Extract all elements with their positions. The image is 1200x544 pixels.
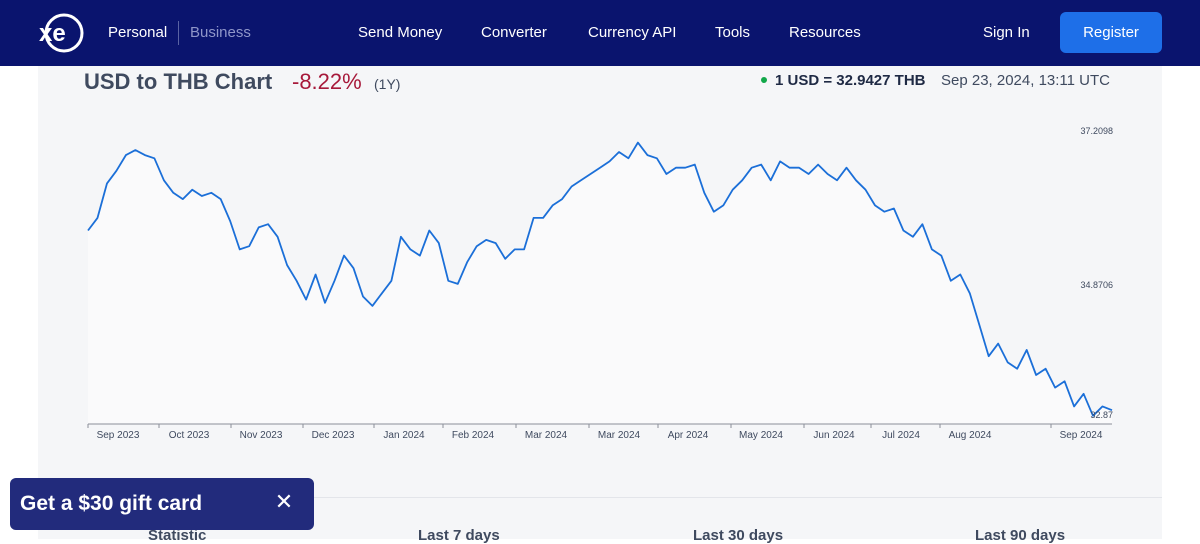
period-label: (1Y) — [374, 76, 401, 92]
segment-divider — [178, 21, 179, 45]
chart-title: USD to THB Chart — [84, 69, 273, 94]
register-button[interactable]: Register — [1060, 12, 1162, 53]
gift-card-promo-banner[interactable]: Get a $30 gift card ✕ — [10, 478, 314, 530]
xe-logo[interactable]: xe — [38, 13, 86, 53]
stats-header-last-30-days: Last 30 days — [693, 527, 784, 544]
stats-divider — [38, 497, 1162, 498]
close-icon[interactable]: ✕ — [274, 489, 294, 514]
personal-segment-link[interactable]: Personal — [108, 24, 168, 41]
nav-link-resources[interactable]: Resources — [789, 24, 861, 41]
top-navigation: xe Personal Business Send Money Converte… — [0, 0, 1200, 66]
nav-link-converter[interactable]: Converter — [481, 24, 547, 41]
promo-text: Get a $30 gift card — [20, 492, 203, 515]
stats-header-last-7-days: Last 7 days — [418, 527, 500, 544]
live-indicator-dot — [761, 77, 767, 83]
nav-link-currency-api[interactable]: Currency API — [588, 24, 677, 41]
nav-link-tools[interactable]: Tools — [715, 24, 751, 41]
stats-header-last-90-days: Last 90 days — [975, 527, 1066, 544]
business-segment-link[interactable]: Business — [190, 24, 251, 41]
svg-text:xe: xe — [39, 20, 66, 47]
nav-link-send-money[interactable]: Send Money — [358, 24, 443, 41]
current-rate: 1 USD = 32.9427 THB — [775, 72, 926, 89]
chart-card — [38, 66, 1162, 539]
percent-change: -8.22% — [292, 69, 362, 94]
rate-timestamp: Sep 23, 2024, 13:11 UTC — [941, 72, 1110, 89]
sign-in-link[interactable]: Sign In — [983, 24, 1030, 41]
